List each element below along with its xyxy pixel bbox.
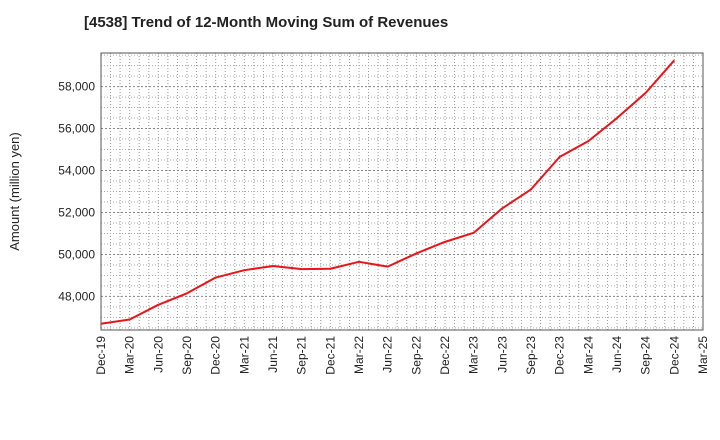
y-axis-label: Amount (million yen) <box>7 132 22 251</box>
y-tick-label: 48,000 <box>58 289 95 303</box>
x-tick-label: Mar-23 <box>467 336 481 374</box>
y-tick-labels: 48,000 50,000 52,000 54,000 56,000 58,000 <box>58 80 95 304</box>
x-tick-label: Jun-21 <box>266 336 280 373</box>
x-tick-label: Dec-21 <box>323 336 337 375</box>
x-tick-label: Mar-22 <box>352 336 366 374</box>
y-tick-label: 52,000 <box>58 205 95 219</box>
plot-frame <box>100 52 704 331</box>
x-tick-label: Sep-23 <box>524 336 538 375</box>
y-tick-label: 56,000 <box>58 122 95 136</box>
series-layer <box>100 59 676 325</box>
x-tick-label: Dec-24 <box>667 336 681 375</box>
series-line <box>100 59 676 325</box>
x-tick-label: Dec-20 <box>209 336 223 375</box>
x-tick-label: Mar-24 <box>581 336 595 374</box>
y-tick-label: 54,000 <box>58 164 95 178</box>
y-tick-label: 58,000 <box>58 80 95 94</box>
grid-lines <box>101 53 703 330</box>
x-tick-label: Dec-19 <box>94 336 108 375</box>
x-tick-label: Sep-22 <box>409 336 423 375</box>
x-tick-label: Jun-23 <box>495 336 509 373</box>
x-tick-labels: Dec-19 Mar-20 Jun-20 Sep-20 Dec-20 Mar-21 Jun-… <box>94 336 710 375</box>
x-tick-label: Mar-25 <box>696 336 710 374</box>
y-tick-label: 50,000 <box>58 247 95 261</box>
x-tick-label: Dec-22 <box>438 336 452 375</box>
x-tick-label: Sep-24 <box>639 336 653 375</box>
x-tick-label: Sep-21 <box>295 336 309 375</box>
x-tick-label: Mar-21 <box>237 336 251 374</box>
x-tick-label: Jun-24 <box>610 336 624 373</box>
x-tick-label: Jun-22 <box>381 336 395 373</box>
x-tick-label: Sep-20 <box>180 336 194 375</box>
x-tick-label: Jun-20 <box>151 336 165 373</box>
chart-title: [4538] Trend of 12-Month Moving Sum of R… <box>84 14 449 31</box>
x-tick-label: Mar-20 <box>123 336 137 374</box>
x-tick-label: Dec-23 <box>553 336 567 375</box>
